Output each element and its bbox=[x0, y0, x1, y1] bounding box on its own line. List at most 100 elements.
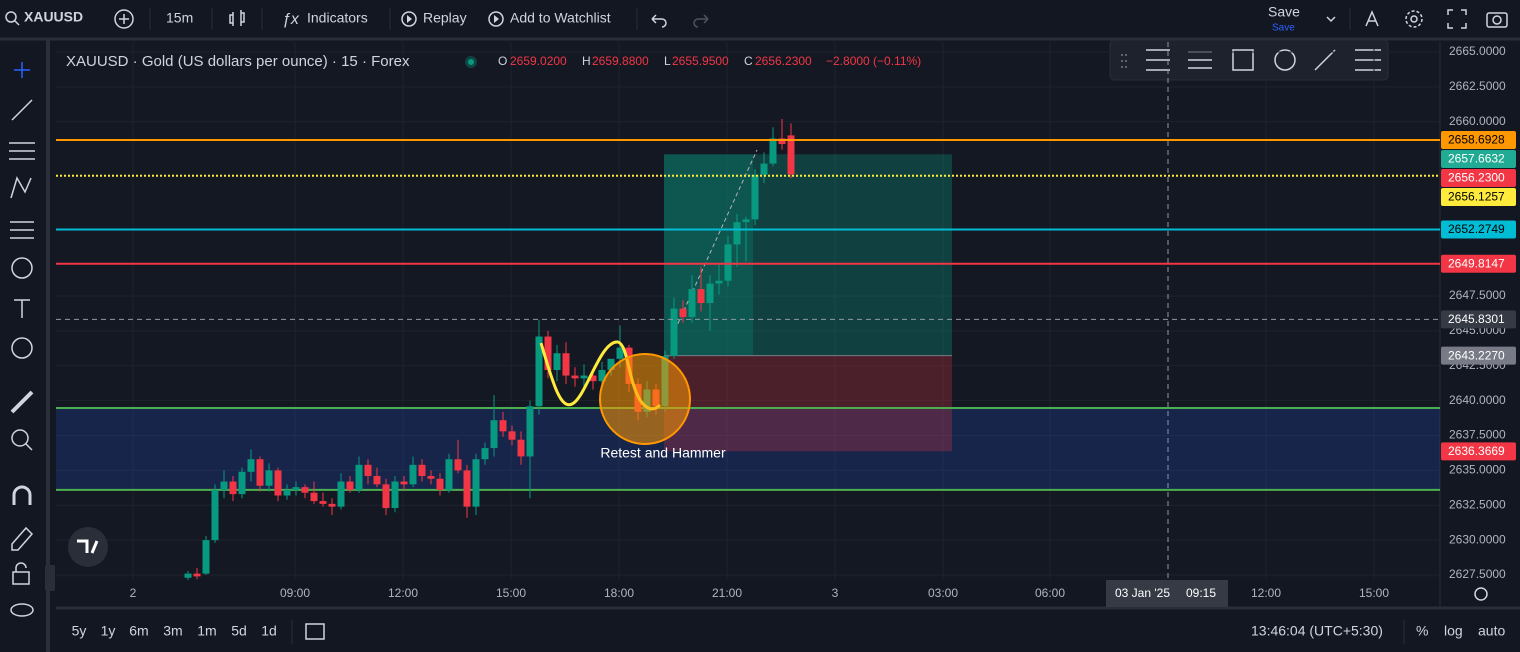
crosshair-label-bg bbox=[1106, 580, 1228, 607]
interval[interactable]: 15m bbox=[166, 10, 193, 26]
compare-button[interactable] bbox=[114, 9, 134, 29]
candle-body bbox=[778, 138, 786, 145]
log-toggle[interactable]: log bbox=[1444, 623, 1463, 639]
float-tool[interactable] bbox=[1314, 49, 1336, 71]
candle-body bbox=[355, 464, 363, 490]
candle-body bbox=[463, 470, 471, 507]
candle-body bbox=[481, 448, 489, 460]
ohlc-value: 2659.0200 bbox=[510, 54, 567, 68]
range-button[interactable]: 5y bbox=[72, 623, 87, 639]
redo-button[interactable] bbox=[693, 14, 709, 28]
price-label: 2657.6632 bbox=[1448, 152, 1505, 166]
candle-body bbox=[706, 283, 714, 304]
projection bbox=[674, 149, 758, 331]
range-button[interactable]: 1y bbox=[101, 623, 116, 639]
magnet-tool[interactable] bbox=[12, 485, 32, 505]
watchlist-button[interactable]: Add to Watchlist bbox=[510, 10, 611, 26]
settings-button[interactable] bbox=[1405, 10, 1423, 28]
symbol[interactable]: XAUUSD bbox=[24, 9, 83, 25]
crosshair-tool[interactable] bbox=[14, 62, 30, 78]
save-menu[interactable] bbox=[1326, 16, 1336, 23]
float-tool[interactable] bbox=[1146, 49, 1170, 71]
range-button[interactable]: 3m bbox=[163, 623, 182, 639]
range-button[interactable]: 6m bbox=[129, 623, 148, 639]
candle-body bbox=[229, 481, 237, 495]
candle-body bbox=[562, 353, 570, 376]
axis-settings[interactable] bbox=[1474, 587, 1488, 601]
date-range-button[interactable] bbox=[305, 623, 325, 640]
candle-body bbox=[544, 336, 552, 370]
drag-handle[interactable] bbox=[1121, 54, 1127, 68]
percent-toggle[interactable]: % bbox=[1416, 623, 1428, 639]
collapse-toolbar[interactable] bbox=[45, 565, 55, 591]
undo-button[interactable] bbox=[651, 14, 667, 28]
candle-body bbox=[391, 481, 399, 509]
text-tool[interactable] bbox=[14, 299, 30, 318]
x-tick-label: 18:00 bbox=[604, 586, 634, 600]
float-tool[interactable] bbox=[1274, 49, 1296, 71]
indicators-button[interactable]: Indicators bbox=[307, 10, 368, 26]
tv-logo bbox=[77, 539, 99, 554]
price-label-bg bbox=[1441, 149, 1516, 168]
annotation: Retest and Hammer bbox=[600, 445, 726, 461]
trend-line-tool[interactable] bbox=[11, 99, 33, 121]
candle-body bbox=[589, 375, 597, 382]
price-label-bg bbox=[1441, 310, 1516, 329]
ruler-tool[interactable] bbox=[10, 390, 34, 414]
candle-body bbox=[364, 464, 372, 476]
pattern-tool[interactable] bbox=[10, 176, 32, 199]
projection-tool[interactable] bbox=[10, 221, 34, 239]
ohlc-label: O bbox=[498, 54, 507, 68]
range-button[interactable]: 1m bbox=[197, 623, 216, 639]
candle-body bbox=[328, 503, 336, 507]
ohlc-label: H bbox=[582, 54, 591, 68]
price-label-bg bbox=[1441, 442, 1516, 461]
screenshot-icon bbox=[1492, 15, 1502, 25]
loss-zone bbox=[664, 355, 952, 452]
alert-button[interactable] bbox=[1365, 10, 1379, 27]
auto-toggle[interactable]: auto bbox=[1478, 623, 1505, 639]
candle-body bbox=[220, 481, 228, 490]
y-tick-label: 2627.5000 bbox=[1449, 567, 1506, 581]
lock-tool[interactable] bbox=[12, 571, 30, 585]
float-tool[interactable] bbox=[1232, 49, 1254, 71]
screenshot-button[interactable] bbox=[1486, 12, 1508, 28]
hide-tool[interactable] bbox=[10, 603, 34, 617]
candle-body bbox=[319, 501, 327, 504]
lock-drawing-tool[interactable] bbox=[11, 526, 34, 551]
price-label-bg bbox=[1441, 220, 1516, 239]
ohlc-label: L bbox=[664, 54, 671, 68]
candle-body bbox=[526, 406, 534, 457]
fullscreen-button[interactable] bbox=[1447, 9, 1467, 29]
y-tick-label: 2640.0000 bbox=[1449, 393, 1506, 407]
search-icon[interactable] bbox=[5, 11, 17, 23]
candle-body bbox=[265, 470, 273, 486]
clock[interactable]: 13:46:04 (UTC+5:30) bbox=[1251, 623, 1383, 639]
replay-icon bbox=[407, 15, 412, 23]
candle-body bbox=[310, 492, 318, 502]
chart-type-button[interactable] bbox=[229, 10, 245, 26]
candle-body bbox=[769, 138, 777, 164]
candle-body bbox=[292, 487, 300, 490]
float-tool[interactable] bbox=[1355, 49, 1381, 71]
ohlc-value: 2659.8800 bbox=[592, 54, 649, 68]
shapes-tool[interactable] bbox=[11, 257, 33, 279]
search-icon bbox=[14, 20, 20, 26]
save-button[interactable]: Save bbox=[1268, 4, 1300, 20]
fx-icon: ƒx bbox=[282, 11, 300, 28]
candle-body bbox=[346, 481, 354, 490]
price-label: 2652.2749 bbox=[1448, 222, 1505, 236]
y-tick-label: 2632.5000 bbox=[1449, 497, 1506, 511]
fib-tool[interactable] bbox=[9, 142, 35, 160]
range-button[interactable]: 1d bbox=[261, 623, 277, 639]
candle-body bbox=[301, 487, 309, 493]
candle-body bbox=[679, 308, 687, 317]
emoji-tool[interactable] bbox=[11, 337, 33, 359]
replay-button[interactable]: Replay bbox=[423, 10, 467, 26]
zoom-tool[interactable] bbox=[11, 429, 29, 447]
y-tick-label: 2662.5000 bbox=[1449, 79, 1506, 93]
change: −2.8000 (−0.11%) bbox=[826, 54, 921, 68]
candle-body bbox=[472, 459, 480, 507]
range-button[interactable]: 5d bbox=[231, 623, 247, 639]
